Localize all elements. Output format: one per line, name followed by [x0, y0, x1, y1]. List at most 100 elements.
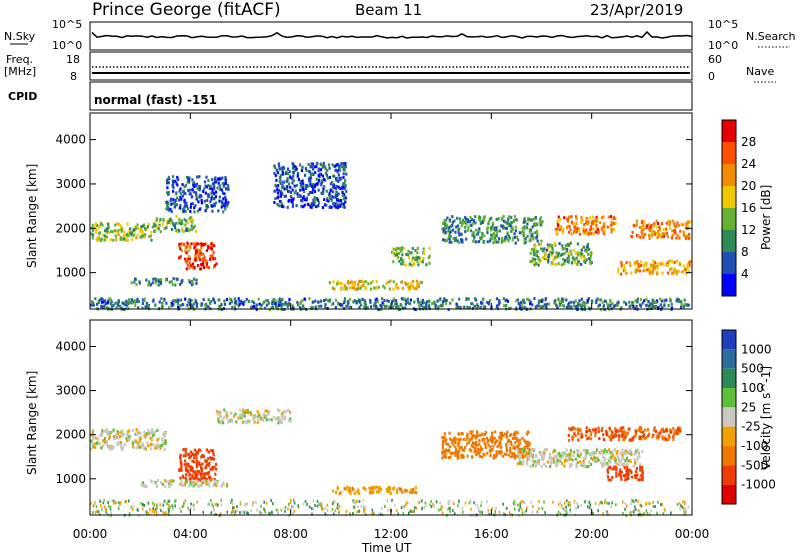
velocity-echo-cell	[146, 441, 149, 445]
velocity-echo-cell	[162, 510, 165, 514]
power-echo-cell	[181, 183, 184, 187]
velocity-echo-cell	[566, 453, 569, 457]
velocity-echo-cell	[263, 507, 265, 511]
power-echo-cell	[341, 194, 344, 198]
power-echo-cell	[407, 285, 410, 288]
power-echo-cell	[211, 182, 215, 186]
velocity-echo-cell	[486, 451, 489, 455]
power-echo-cell	[128, 298, 131, 302]
power-echo-cell	[185, 267, 188, 271]
power-echo-cell	[188, 257, 192, 261]
power-echo-cell	[686, 266, 689, 270]
power-echo-cell	[343, 284, 346, 288]
velocity-echo-cell	[163, 447, 166, 451]
velocity-echo-cell	[557, 510, 560, 514]
velocity-echo-cell	[661, 427, 664, 431]
power-echo-cell	[202, 259, 205, 263]
velocity-echo-cell	[189, 454, 193, 458]
power-echo-cell	[95, 228, 98, 231]
velocity-echo-cell	[653, 428, 656, 432]
power-echo-cell	[335, 187, 338, 190]
velocity-echo-cell	[614, 459, 617, 462]
velocity-echo-cell	[140, 502, 142, 505]
power-echo-cell	[550, 253, 553, 257]
power-echo-cell	[552, 262, 555, 266]
velocity-echo-cell	[594, 501, 597, 505]
velocity-echo-cell	[116, 500, 118, 504]
power-echo-cell	[188, 180, 191, 184]
power-echo-cell	[125, 237, 128, 241]
power-echo-cell	[675, 299, 678, 303]
power-echo-cell	[323, 299, 326, 303]
velocity-echo-cell	[588, 452, 591, 456]
power-echo-cell	[637, 264, 640, 268]
power-echo-cell	[205, 175, 208, 179]
velocity-echo-cell	[605, 433, 609, 437]
velocity-echo-cell	[481, 437, 484, 441]
velocity-echo-cell	[90, 447, 93, 451]
power-echo-cell	[284, 301, 287, 305]
power-echo-cell	[329, 182, 332, 186]
velocity-echo-cell	[236, 505, 238, 509]
velocity-echo-cell	[552, 460, 556, 464]
power-echo-cell	[199, 250, 202, 254]
velocity-echo-cell	[597, 458, 600, 462]
velocity-echo-cell	[142, 503, 144, 506]
velocity-echo-cell	[92, 436, 95, 440]
power-echo-cell	[522, 234, 525, 238]
velocity-echo-cell	[515, 437, 519, 441]
velocity-echo-cell	[372, 491, 375, 494]
velocity-echo-cell	[226, 414, 229, 418]
velocity-echo-cell	[623, 466, 626, 470]
velocity-echo-cell	[130, 505, 133, 509]
power-echo-cell	[185, 175, 188, 179]
velocity-echo-cell	[640, 465, 644, 469]
velocity-echo-cell	[604, 429, 608, 433]
velocity-echo-cell	[509, 455, 513, 459]
velocity-echo-cell	[207, 450, 210, 454]
velocity-echo-cell	[195, 465, 198, 469]
velocity-echo-cell	[163, 434, 166, 438]
power-echo-cell	[187, 179, 190, 182]
power-echo-cell	[323, 198, 326, 202]
velocity-echo-cell	[471, 441, 475, 445]
velocity-echo-cell	[362, 498, 365, 502]
power-echo-cell	[221, 182, 224, 185]
power-echo-cell	[592, 232, 595, 236]
velocity-echo-cell	[145, 432, 148, 436]
velocity-echo-cell	[532, 463, 535, 467]
velocity-echo-cell	[624, 452, 627, 456]
power-echo-cell	[625, 302, 628, 306]
power-echo-cell	[418, 305, 421, 308]
velocity-echo-cell	[304, 499, 307, 503]
velocity-echo-cell	[676, 503, 679, 506]
velocity-echo-cell	[643, 512, 645, 516]
velocity-echo-cell	[277, 416, 280, 420]
velocity-echo-cell	[513, 500, 516, 504]
velocity-echo-cell	[174, 504, 176, 508]
power-echo-cell	[688, 261, 691, 265]
power-echo-cell	[540, 239, 543, 243]
velocity-echo-cell	[265, 501, 268, 505]
velocity-echo-cell	[609, 455, 612, 459]
velocity-echo-cell	[561, 462, 564, 466]
velocity-echo-cell	[352, 505, 355, 509]
velocity-echo-cell	[258, 412, 261, 416]
power-echo-cell	[106, 301, 109, 305]
power-echo-cell	[326, 176, 330, 180]
power-echo-cell	[402, 259, 405, 263]
velocity-echo-cell	[554, 459, 557, 463]
velocity-echo-cell	[609, 460, 612, 464]
velocity-echo-cell	[657, 500, 659, 504]
velocity-echo-cell	[655, 430, 658, 433]
power-echo-cell	[279, 200, 282, 204]
velocity-echo-cell	[141, 507, 144, 511]
velocity-echo-cell	[477, 506, 480, 510]
time-x-axis: 00:00 04:00 08:00 12:00 16:00 20:00 00:00	[73, 113, 709, 541]
power-echo-cell	[311, 172, 314, 176]
power-echo-cell	[179, 192, 182, 196]
power-echo-cell	[119, 235, 122, 239]
power-echo-cell	[363, 299, 366, 303]
velocity-echo-cell	[641, 475, 644, 479]
velocity-echo-cell	[569, 453, 572, 457]
